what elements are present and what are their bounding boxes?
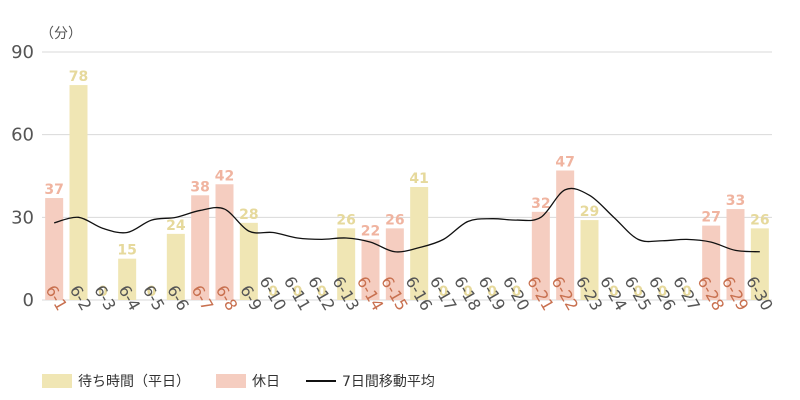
value-label: 37 bbox=[44, 182, 63, 198]
bar-6-28 bbox=[702, 225, 721, 300]
legend-label-moving-average: 7日間移動平均 bbox=[342, 374, 435, 390]
value-label: 0 bbox=[439, 284, 449, 300]
legend-item-holiday: 休日 bbox=[216, 371, 280, 391]
value-label: 29 bbox=[580, 204, 599, 220]
value-label: 0 bbox=[633, 284, 643, 300]
y-tick-label: 90 bbox=[11, 42, 34, 63]
bar-6-6 bbox=[166, 233, 185, 300]
value-label: 24 bbox=[166, 218, 186, 234]
value-label: 28 bbox=[239, 207, 258, 223]
bar-6-13 bbox=[337, 228, 356, 300]
legend-item-moving-average: 7日間移動平均 bbox=[306, 371, 435, 391]
y-tick-label: 30 bbox=[11, 207, 34, 228]
value-label: 0 bbox=[609, 284, 619, 300]
y-axis-unit: （分） bbox=[40, 26, 82, 42]
bar-6-16 bbox=[410, 187, 429, 300]
moving-average-layer bbox=[53, 187, 760, 253]
y-tick-label: 60 bbox=[11, 125, 34, 146]
value-label: 26 bbox=[385, 212, 404, 228]
y-tick-label: 0 bbox=[23, 290, 34, 311]
value-label: 42 bbox=[215, 168, 234, 184]
bar-6-7 bbox=[191, 195, 210, 300]
bar-6-1 bbox=[45, 198, 64, 300]
legend-item-weekday: 待ち時間（平日） bbox=[42, 371, 190, 391]
value-label: 0 bbox=[487, 284, 497, 300]
value-label: 0 bbox=[98, 284, 108, 300]
bar-6-30 bbox=[750, 228, 769, 300]
value-label: 22 bbox=[361, 223, 380, 239]
value-label: 32 bbox=[531, 196, 550, 212]
bar-6-15 bbox=[385, 228, 404, 300]
bar-6-29 bbox=[726, 209, 745, 300]
bar-6-23 bbox=[580, 220, 599, 300]
value-label: 33 bbox=[726, 193, 745, 209]
value-label: 26 bbox=[750, 212, 769, 228]
bar-6-4 bbox=[118, 258, 137, 300]
value-label: 0 bbox=[512, 284, 522, 300]
value-label: 27 bbox=[701, 210, 720, 226]
value-label: 38 bbox=[190, 179, 209, 195]
legend-swatch-moving-average bbox=[306, 380, 336, 382]
x-axis-ticks: 6-16-26-36-46-56-66-76-86-96-106-116-126… bbox=[42, 273, 777, 314]
value-label: 47 bbox=[555, 154, 574, 170]
value-label: 26 bbox=[336, 212, 355, 228]
value-label: 0 bbox=[463, 284, 473, 300]
bar-6-9 bbox=[239, 222, 258, 300]
value-label: 15 bbox=[117, 243, 136, 259]
x-tick-label: 6-30 bbox=[742, 273, 777, 314]
legend-label-weekday: 待ち時間（平日） bbox=[78, 374, 190, 390]
bar-6-14 bbox=[361, 239, 380, 300]
value-label: 0 bbox=[682, 284, 692, 300]
legend: 待ち時間（平日） 休日 7日間移動平均 bbox=[42, 370, 461, 392]
value-label: 41 bbox=[409, 171, 428, 187]
bar-6-22 bbox=[556, 170, 575, 300]
legend-label-holiday: 休日 bbox=[252, 374, 280, 390]
y-axis-ticks: 0 30 60 90 bbox=[11, 42, 34, 311]
legend-swatch-weekday bbox=[42, 374, 72, 388]
value-label: 0 bbox=[317, 284, 327, 300]
value-label: 0 bbox=[147, 284, 157, 300]
bar-6-8 bbox=[215, 184, 234, 300]
value-label: 0 bbox=[268, 284, 278, 300]
moving-average-line bbox=[53, 187, 760, 253]
bars bbox=[45, 85, 769, 300]
value-label: 78 bbox=[69, 69, 88, 85]
value-label: 0 bbox=[658, 284, 668, 300]
legend-swatch-holiday bbox=[216, 374, 246, 388]
x-tick-label: 6-5 bbox=[139, 282, 169, 314]
grid-lines bbox=[42, 51, 772, 301]
x-tick-label: 6-3 bbox=[90, 282, 120, 314]
bar-6-2 bbox=[69, 85, 88, 300]
value-label: 0 bbox=[293, 284, 303, 300]
bar-6-21 bbox=[531, 211, 550, 300]
